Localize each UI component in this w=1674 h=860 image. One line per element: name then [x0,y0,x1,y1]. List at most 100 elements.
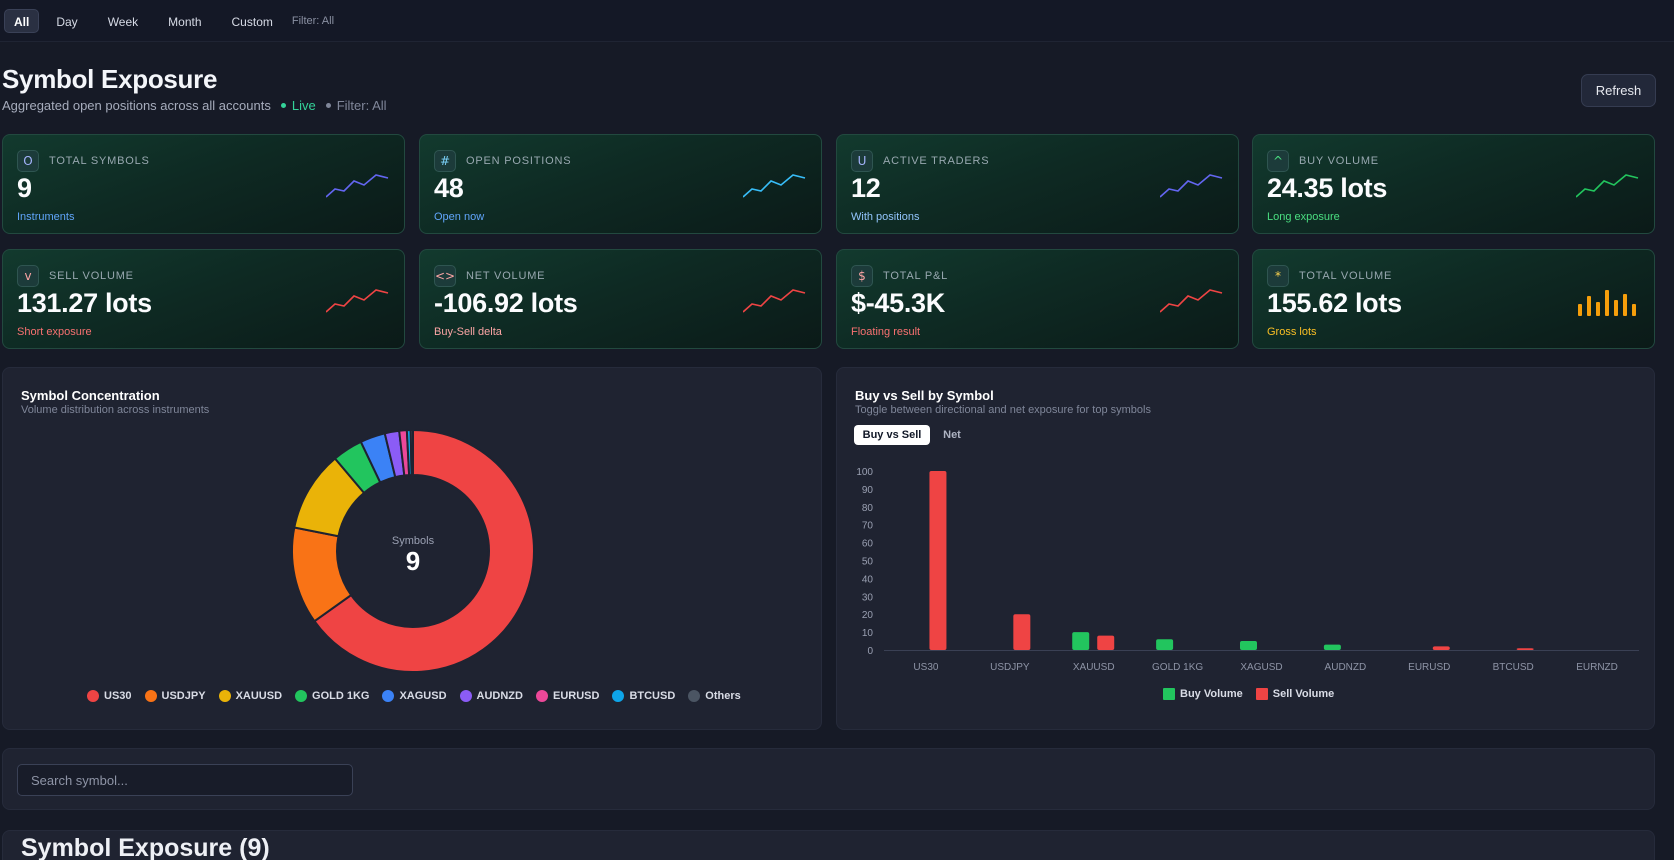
kpi-sparkline [1160,174,1223,198]
filter-dot-icon [325,103,331,108]
buy-sell-title: Buy vs Sell by Symbol [855,388,994,403]
kpi-card-buy-volume: ^ BUY VOLUME 24.35 lots Long exposure [1252,134,1655,234]
sparkline-bar [1605,290,1609,316]
kpi-label: TOTAL P&L [883,270,949,282]
sparkline-bar [1632,304,1636,316]
concentration-donut-chart: Symbols 9 [291,428,535,673]
x-tick-label: AUDNZD [1325,662,1367,673]
kpi-sparkline [743,289,806,313]
bar-buy-xauusd[interactable] [1072,632,1090,650]
filter-label: Filter: All [336,98,387,113]
legend-item[interactable]: XAUUSD [218,690,282,702]
search-panel [2,748,1655,810]
legend-swatch [688,690,701,702]
legend-swatch [295,690,308,702]
kpi-sparkline [326,289,389,313]
kpi-label: ACTIVE TRADERS [883,155,990,167]
toggle-buy-vs-sell[interactable]: Buy vs Sell [854,425,930,445]
legend-item[interactable]: XAGUSD [382,690,447,702]
donut-slice-others[interactable] [409,428,414,477]
sparkline-bar [1587,296,1591,316]
legend-item[interactable]: Others [688,690,741,702]
page-title: Symbol Exposure [2,64,218,94]
legend-swatch [144,690,157,702]
page-subtitle: Aggregated open positions across all acc… [2,98,271,113]
bar-sell-eurusd[interactable] [1432,646,1450,650]
y-tick-label: 40 [862,574,874,585]
kpi-subtitle: Floating result [851,326,921,338]
bar-sell-us30[interactable] [929,471,947,650]
x-tick-label: EURNZD [1576,662,1618,673]
kpi-label: SELL VOLUME [49,270,134,282]
legend-item[interactable]: EURUSD [535,690,600,702]
y-tick-label: 0 [867,646,873,657]
refresh-button[interactable]: Refresh [1581,74,1656,107]
kpi-label: BUY VOLUME [1299,155,1379,167]
page-subtitle-row: Aggregated open positions across all acc… [2,98,387,113]
concentration-subtitle: Volume distribution across instruments [21,404,210,416]
sparkline-line [1160,289,1223,313]
x-tick-label: EURUSD [1408,662,1450,673]
donut-slice-us30[interactable] [313,428,535,673]
kpi-value: 48 [434,173,464,203]
kpi-subtitle: Open now [434,211,485,223]
kpi-card-total-symbols: O TOTAL SYMBOLS 9 Instruments [2,134,405,234]
bar-sell-usdjpy[interactable] [1013,614,1031,650]
filter-tab-day[interactable]: Day [56,14,78,29]
y-tick-label: 60 [862,539,874,550]
y-tick-label: 70 [862,521,874,532]
kpi-card-total-volume: * TOTAL VOLUME 155.62 lots Gross lots [1252,249,1655,349]
legend-label: BTCUSD [629,690,676,702]
kpi-label: TOTAL VOLUME [1299,270,1393,282]
filter-tab-all[interactable]: All [4,8,40,33]
legend-item[interactable]: GOLD 1KG [295,690,369,702]
symbol-table-panel: Symbol Exposure (9) [2,830,1655,860]
legend-item[interactable]: BTCUSD [612,690,675,702]
filter-tab-month[interactable]: Month [168,14,202,29]
kpi-icon: $ [851,265,873,287]
legend-label: EURUSD [552,690,600,702]
buy-sell-panel: Buy vs Sell by Symbol Toggle between dir… [836,367,1655,730]
legend-item[interactable]: USDJPY [144,690,206,702]
kpi-card-net-volume: <> NET VOLUME -106.92 lots Buy-Sell delta [419,249,822,349]
legend-swatch [1163,688,1175,700]
kpi-value: 155.62 lots [1267,288,1402,318]
kpi-icon: v [17,265,39,287]
filter-tab-week[interactable]: Week [107,14,139,29]
kpi-card-total-p-l: $ TOTAL P&L $-45.3K Floating result [836,249,1239,349]
symbol-table-title: Symbol Exposure (9) [21,834,270,860]
legend-label: Buy Volume [1180,688,1243,700]
bar-sell-xauusd[interactable] [1097,635,1115,650]
sparkline-line [326,289,389,313]
search-symbol-input[interactable] [17,764,353,796]
legend-item[interactable]: US30 [87,690,132,702]
buy-sell-legend: Buy Volume Sell Volume [1163,688,1347,700]
legend-swatch [535,690,548,702]
bar-buy-audnzd[interactable] [1323,644,1341,650]
legend-item[interactable]: Sell Volume [1255,688,1334,700]
kpi-subtitle: Short exposure [17,326,92,338]
kpi-value: 12 [851,173,881,203]
sparkline-bar [1614,300,1618,316]
legend-item[interactable]: Buy Volume [1163,688,1243,700]
legend-item[interactable]: AUDNZD [459,690,523,702]
sparkline-bar [1596,302,1600,316]
bar-buy-gold-1kg[interactable] [1156,639,1174,650]
y-tick-label: 80 [862,503,874,514]
bar-sell-btcusd[interactable] [1516,648,1534,650]
kpi-value: -106.92 lots [434,288,578,318]
x-tick-label: BTCUSD [1493,662,1534,673]
bar-buy-xagusd[interactable] [1240,641,1257,650]
toggle-net[interactable]: Net [943,429,961,441]
y-tick-label: 50 [862,557,874,568]
live-indicator: Live [280,98,316,113]
sparkline-bar [1623,294,1627,316]
kpi-label: TOTAL SYMBOLS [49,155,150,167]
buy-sell-bar-chart: 0 10 20 30 40 50 60 70 80 90 100 US30 USDJPY XAUUSD GO… [856,467,1639,673]
legend-label: AUDNZD [476,690,523,702]
filter-tab-custom[interactable]: Custom [231,14,273,29]
kpi-subtitle: Long exposure [1267,211,1340,223]
x-tick-label: US30 [913,662,938,673]
sparkline-line [1576,174,1639,198]
kpi-card-sell-volume: v SELL VOLUME 131.27 lots Short exposure [2,249,405,349]
